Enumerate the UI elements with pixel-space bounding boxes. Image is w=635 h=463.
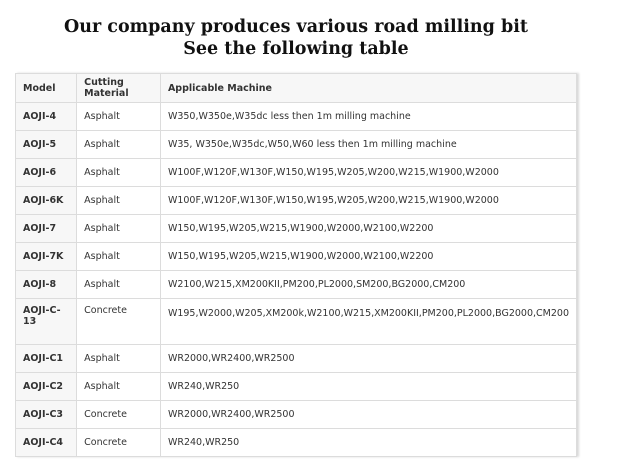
- material-cell: Asphalt: [76, 270, 161, 299]
- machine-cell: W2100,W215,XM200KII,PM200,PL2000,SM200,B…: [159, 270, 578, 299]
- model-cell: AOJI-C-13: [14, 298, 78, 345]
- model-cell: AOJI-C1: [14, 344, 78, 373]
- table-row: AOJI-C-13 Concrete W195,W2000,W205,XM200k,…: [14, 298, 578, 345]
- material-cell: Concrete: [76, 400, 161, 429]
- machine-cell: W35, W350e,W35dc,W50,W60 less then 1m mi…: [159, 130, 578, 159]
- table-row: AOJI-C2 Asphalt WR240,WR250: [14, 372, 578, 401]
- material-cell: Asphalt: [76, 158, 161, 187]
- machine-cell: W195,W2000,W205,XM200k,W2100,W215,XM200K…: [159, 298, 578, 345]
- title: Our company produces various road millin…: [0, 16, 592, 60]
- table-row: AOJI-5 Asphalt W35, W350e,W35dc,W50,W60 le…: [14, 130, 578, 159]
- material-cell: Asphalt: [76, 186, 161, 215]
- column-header: Applicable Machine: [159, 73, 578, 103]
- table-row: AOJI-4 Asphalt W350,W350e,W35dc less then …: [14, 102, 578, 131]
- machine-cell: W350,W350e,W35dc less then 1m milling ma…: [159, 102, 578, 131]
- machine-cell: WR240,WR250: [159, 372, 578, 401]
- model-cell: AOJI-C3: [14, 400, 78, 429]
- material-cell: Asphalt: [76, 242, 161, 271]
- machine-cell: WR2000,WR2400,WR2500: [159, 400, 578, 429]
- column-header: Cutting Material: [76, 73, 161, 103]
- title-line: Our company produces various road millin…: [64, 17, 528, 37]
- model-cell: AOJI-7K: [14, 242, 78, 271]
- table-row: AOJI-6K Asphalt W100F,W120F,W130F,W150,W19…: [14, 186, 578, 215]
- material-cell: Asphalt: [76, 372, 161, 401]
- table-body: AOJI-4 Asphalt W350,W350e,W35dc less then …: [14, 102, 578, 457]
- model-cell: AOJI-C2: [14, 372, 78, 401]
- table-row: AOJI-C4 Concrete WR240,WR250: [14, 428, 578, 457]
- table-row: AOJI-6 Asphalt W100F,W120F,W130F,W150,W195…: [14, 158, 578, 187]
- table: Model Cutting Material Applicable Machine …: [14, 73, 578, 457]
- model-cell: AOJI-4: [14, 102, 78, 131]
- machine-cell: W100F,W120F,W130F,W150,W195,W205,W200,W2…: [159, 158, 578, 187]
- machine-cell: WR2000,WR2400,WR2500: [159, 344, 578, 373]
- material-cell: Concrete: [76, 298, 161, 345]
- model-cell: AOJI-C4: [14, 428, 78, 457]
- table-row: AOJI-7 Asphalt W150,W195,W205,W215,W1900,W…: [14, 214, 578, 243]
- machine-cell: W150,W195,W205,W215,W1900,W2000,W2100,W2…: [159, 242, 578, 271]
- machine-cell: W150,W195,W205,W215,W1900,W2000,W2100,W2…: [159, 214, 578, 243]
- material-cell: Asphalt: [76, 344, 161, 373]
- model-cell: AOJI-6: [14, 158, 78, 187]
- material-cell: Asphalt: [76, 130, 161, 159]
- table-row: AOJI-C1 Asphalt WR2000,WR2400,WR2500: [14, 344, 578, 373]
- material-cell: Asphalt: [76, 102, 161, 131]
- model-cell: AOJI-7: [14, 214, 78, 243]
- model-cell: AOJI-5: [14, 130, 78, 159]
- machine-cell: WR240,WR250: [159, 428, 578, 457]
- column-header: Model: [14, 73, 78, 103]
- material-cell: Concrete: [76, 428, 161, 457]
- model-cell: AOJI-6K: [14, 186, 78, 215]
- title-line: See the following table: [183, 39, 409, 59]
- machine-cell: W100F,W120F,W130F,W150,W195,W205,W200,W2…: [159, 186, 578, 215]
- table-row: AOJI-C3 Concrete WR2000,WR2400,WR2500: [14, 400, 578, 429]
- model-cell: AOJI-8: [14, 270, 78, 299]
- table-row: AOJI-7K Asphalt W150,W195,W205,W215,W1900,…: [14, 242, 578, 271]
- header-row: Model Cutting Material Applicable Machine: [14, 73, 578, 103]
- material-cell: Asphalt: [76, 214, 161, 243]
- table-row: AOJI-8 Asphalt W2100,W215,XM200KII,PM200,P…: [14, 270, 578, 299]
- table-header: Model Cutting Material Applicable Machine: [14, 73, 578, 103]
